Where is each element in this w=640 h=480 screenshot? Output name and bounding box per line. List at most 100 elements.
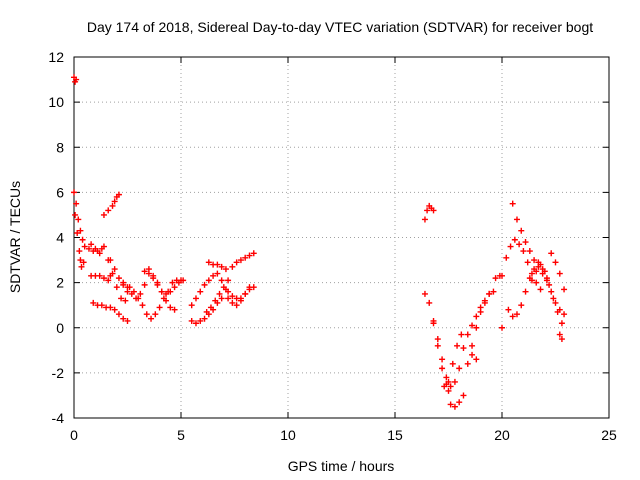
data-point <box>518 227 525 234</box>
data-point <box>148 315 155 322</box>
y-tick-label: 8 <box>56 139 64 155</box>
data-point <box>250 250 257 257</box>
data-point <box>477 304 484 311</box>
series-s29 <box>548 250 568 293</box>
data-point <box>454 342 461 349</box>
data-point <box>237 257 244 264</box>
series-s9 <box>126 277 184 322</box>
data-point <box>77 257 84 264</box>
data-point <box>246 252 253 259</box>
series-s7 <box>107 257 131 295</box>
data-point <box>464 360 471 367</box>
data-point <box>473 356 480 363</box>
data-point <box>118 295 125 302</box>
data-point <box>165 288 172 295</box>
data-point <box>78 263 85 270</box>
data-point <box>246 284 253 291</box>
data-point <box>473 313 480 320</box>
tick-labels: 0 5 10 15 20 25 -4 -2 0 2 4 6 8 10 12 <box>48 49 617 443</box>
data-point <box>513 311 520 318</box>
data-point <box>460 392 467 399</box>
data-point <box>188 302 195 309</box>
data-point <box>205 259 212 266</box>
data-point <box>552 299 559 306</box>
series-s25 <box>499 236 544 293</box>
data-point <box>561 286 568 293</box>
data-point <box>421 290 428 297</box>
data-point <box>533 279 540 286</box>
series-s6 <box>90 299 131 324</box>
data-point <box>81 243 88 250</box>
data-point <box>469 351 476 358</box>
x-tick-label: 15 <box>387 427 403 443</box>
data-point <box>122 297 129 304</box>
data-point <box>233 302 240 309</box>
data-point <box>434 336 441 343</box>
data-point <box>447 383 454 390</box>
data-point <box>509 200 516 207</box>
data-point <box>541 268 548 275</box>
data-point <box>424 207 431 214</box>
data-point <box>561 311 568 318</box>
data-point <box>98 302 105 309</box>
data-point <box>451 403 458 410</box>
data-point <box>430 207 437 214</box>
data-point <box>73 76 80 83</box>
data-point <box>554 308 561 315</box>
data-point <box>197 288 204 295</box>
series-s28 <box>528 261 565 327</box>
data-point <box>111 266 118 273</box>
series-s10 <box>141 266 178 313</box>
data-point <box>188 317 195 324</box>
data-point <box>426 299 433 306</box>
data-point <box>113 284 120 291</box>
data-point <box>492 275 499 282</box>
data-point <box>130 288 137 295</box>
data-point <box>237 297 244 304</box>
data-point <box>79 236 86 243</box>
data-point <box>124 317 131 324</box>
data-point <box>556 331 563 338</box>
data-point <box>109 202 116 209</box>
data-point <box>210 272 217 279</box>
data-point <box>107 304 114 311</box>
data-point <box>548 250 555 257</box>
data-point <box>115 191 122 198</box>
data-point <box>439 365 446 372</box>
data-point <box>473 324 480 331</box>
x-tick-label: 20 <box>494 427 510 443</box>
data-point <box>197 317 204 324</box>
data-point <box>503 254 510 261</box>
data-point <box>167 304 174 311</box>
data-point <box>526 248 533 255</box>
data-point <box>229 299 236 306</box>
series-s14 <box>203 277 232 315</box>
data-point <box>558 336 565 343</box>
data-point <box>201 315 208 322</box>
data-point <box>178 277 184 284</box>
data-point <box>126 284 133 291</box>
data-point <box>458 331 465 338</box>
y-tick-label: 4 <box>56 230 64 246</box>
data-point <box>85 245 92 252</box>
data-point <box>460 345 467 352</box>
data-point <box>449 360 456 367</box>
data-point <box>163 297 170 304</box>
data-point <box>464 331 471 338</box>
data-point <box>111 198 118 205</box>
data-point <box>533 268 540 275</box>
data-point <box>205 277 212 284</box>
data-point <box>481 297 488 304</box>
data-point <box>100 275 107 282</box>
data-point <box>229 293 236 300</box>
data-point <box>511 236 518 243</box>
data-point <box>88 241 95 248</box>
data-point <box>135 295 142 302</box>
data-point <box>242 254 249 261</box>
data-point <box>518 302 525 309</box>
data-point <box>105 277 112 284</box>
chart-title: Day 174 of 2018, Sidereal Day-to-day VTE… <box>87 19 593 35</box>
data-point <box>242 290 249 297</box>
data-point <box>522 288 529 295</box>
